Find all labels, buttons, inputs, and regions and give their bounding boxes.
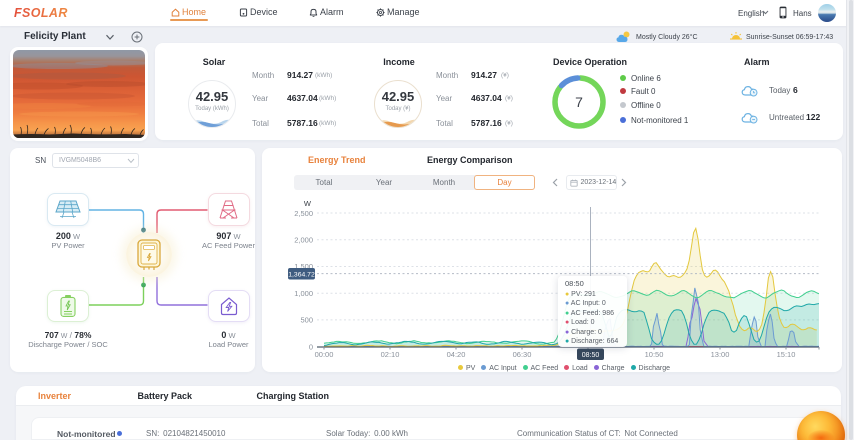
svg-text:500: 500 — [300, 316, 313, 325]
svg-text:7: 7 — [575, 94, 583, 110]
svg-text:2,000: 2,000 — [294, 236, 313, 245]
svg-text:0: 0 — [309, 342, 313, 351]
svg-text:06:30: 06:30 — [513, 350, 532, 359]
svg-text:2,500: 2,500 — [294, 209, 313, 218]
svg-text:02:10: 02:10 — [381, 350, 400, 359]
svg-text:1,364.72: 1,364.72 — [288, 272, 315, 279]
svg-text:1,000: 1,000 — [294, 289, 313, 298]
svg-text:13:00: 13:00 — [711, 350, 730, 359]
svg-text:00:00: 00:00 — [315, 350, 334, 359]
svg-text:04:20: 04:20 — [447, 350, 466, 359]
svg-text:08:50: 08:50 — [582, 352, 600, 359]
svg-text:10:50: 10:50 — [645, 350, 664, 359]
svg-text:15:10: 15:10 — [777, 350, 796, 359]
svg-text:1,500: 1,500 — [294, 262, 313, 271]
svg-text:W: W — [304, 199, 312, 208]
